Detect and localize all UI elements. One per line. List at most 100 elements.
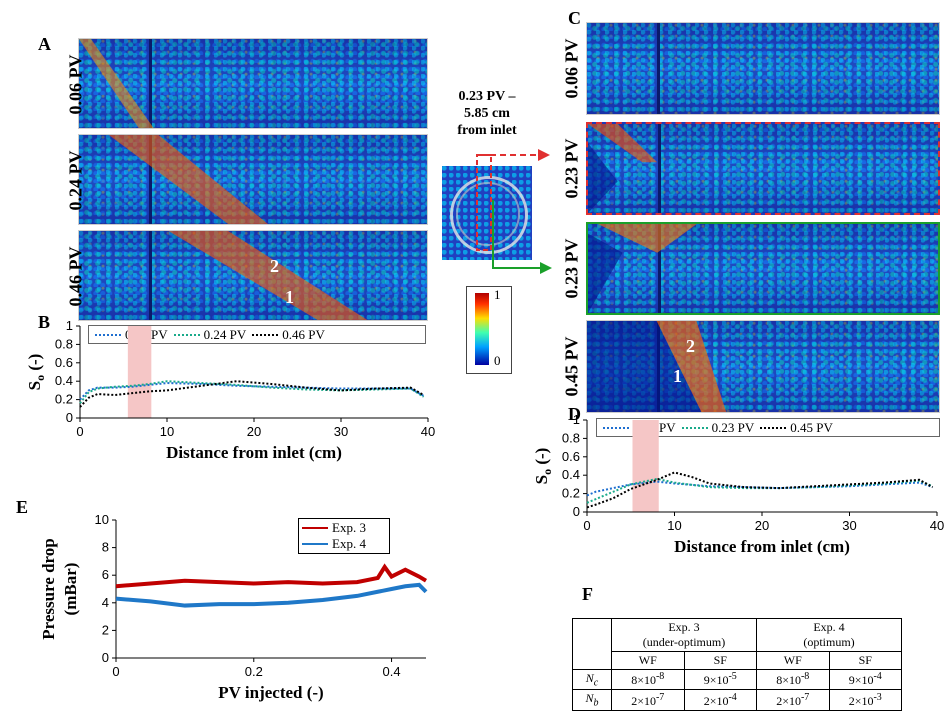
ct-image-c1 xyxy=(586,22,940,115)
legend-b-label-3: 0.46 PV xyxy=(282,326,325,342)
table-f-row-label-nb: Nb xyxy=(572,689,612,711)
x-tick-label: 0 xyxy=(583,518,590,533)
inset-line3: from inlet xyxy=(457,123,517,138)
table-cell: 2×10-7 xyxy=(756,689,830,711)
y-tick-label: 6 xyxy=(102,567,109,582)
legend-d-swatch-2 xyxy=(681,426,708,429)
y-tick-label: 4 xyxy=(102,595,109,610)
legend-b-swatch-1 xyxy=(95,333,121,336)
table-cell: 2×10-3 xyxy=(828,689,902,711)
nb-sub: b xyxy=(593,697,599,709)
x-tick-label: 30 xyxy=(334,424,348,439)
cell-mantissa: 8×10 xyxy=(631,673,656,688)
cell-exp: -5 xyxy=(728,671,737,683)
y-tick-label: 0.4 xyxy=(55,373,73,388)
legend-e: Exp. 3 Exp. 4 xyxy=(298,518,390,554)
front-mark-1-a: 1 xyxy=(285,287,294,307)
inset-line1: 0.23 PV – xyxy=(458,89,516,104)
table-f-head-exp3: Exp. 3 (under-optimum) xyxy=(611,618,757,652)
y-axis-label: So (-) xyxy=(25,354,47,391)
cell-exp: -7 xyxy=(655,691,665,703)
table-cell: 9×10-4 xyxy=(828,668,902,691)
inset-caption: 0.23 PV – 5.85 cm from inlet xyxy=(432,88,542,139)
table-cell: 2×10-7 xyxy=(611,689,685,711)
cell-mantissa: 8×10 xyxy=(776,673,801,688)
label-f: F xyxy=(582,584,593,604)
red-arrow-head xyxy=(538,149,550,161)
x-tick-label: 40 xyxy=(930,518,944,533)
cell-mantissa: 9×10 xyxy=(703,673,729,688)
y-label-symbol: S xyxy=(25,381,44,390)
table-f-h-sf3: SF xyxy=(683,651,757,670)
y-tick-label: 0.2 xyxy=(562,486,580,501)
y-tick-label: 1 xyxy=(573,412,580,427)
x-tick-label: 10 xyxy=(667,518,681,533)
y-tick-label: 0.8 xyxy=(562,430,580,445)
x-tick-label: 0 xyxy=(76,424,83,439)
front-mark-2-a: 2 xyxy=(270,256,279,276)
cell-mantissa: 2×10 xyxy=(776,693,801,708)
nc-symbol: N xyxy=(585,671,594,685)
colorbar: 1 0 xyxy=(466,286,512,374)
legend-e-swatch-1 xyxy=(302,527,328,529)
legend-b-label-2: 0.24 PV xyxy=(203,326,247,342)
ct-image-c3 xyxy=(586,222,940,315)
x-tick-label: 20 xyxy=(755,518,769,533)
y-axis-label: So (-) xyxy=(532,448,554,485)
ct-image-c4 xyxy=(586,320,940,413)
table-f-head-row2: WF SF WF SF xyxy=(573,651,902,670)
table-f-head-exp4-title: Exp. 4 xyxy=(813,620,845,634)
table-cell: 8×10-8 xyxy=(611,668,685,691)
x-tick-label: 10 xyxy=(160,424,174,439)
cell-exp: -8 xyxy=(800,671,810,683)
legend-e-swatch-2 xyxy=(302,543,328,545)
label-b: B xyxy=(38,312,51,332)
cell-exp: -7 xyxy=(800,691,810,703)
front-mark-2-c: 2 xyxy=(686,336,695,356)
cell-exp: -4 xyxy=(873,671,882,683)
legend-e-item-2: Exp. 4 xyxy=(302,536,386,552)
colorbar-gradient xyxy=(475,293,489,365)
table-f-h-sf4: SF xyxy=(828,651,902,670)
cell-exp: -4 xyxy=(728,691,737,703)
series-line-2 xyxy=(79,380,425,404)
table-f: Exp. 3 (under-optimum) Exp. 4 (optimum) … xyxy=(572,618,902,711)
x-tick-label: 40 xyxy=(421,424,435,439)
legend-b-swatch-2 xyxy=(173,333,200,336)
table-f-h-wf3: WF xyxy=(611,651,685,670)
cell-exp: -8 xyxy=(655,671,665,683)
nc-sub: c xyxy=(593,677,599,689)
legend-d-item-2: 0.23 PV xyxy=(681,420,754,436)
legend-d-swatch-1 xyxy=(603,426,629,429)
table-f-h-wf4: WF xyxy=(756,651,830,670)
shaded-region xyxy=(127,326,152,418)
legend-b-swatch-3 xyxy=(252,333,279,336)
cell-mantissa: 2×10 xyxy=(703,693,729,708)
legend-e-label-1: Exp. 3 xyxy=(332,520,366,535)
x-tick-label: 20 xyxy=(247,424,261,439)
x-tick-label: 0.2 xyxy=(245,664,263,679)
y-label-symbol: S xyxy=(532,475,551,484)
y-label-subscript: o xyxy=(540,469,554,475)
label-a: A xyxy=(38,34,51,54)
legend-e-item-1: Exp. 3 xyxy=(302,520,386,536)
y-tick-label: 1 xyxy=(66,318,73,333)
legend-b-item-3: 0.46 PV xyxy=(252,327,325,343)
y-tick-label: 0 xyxy=(102,650,109,665)
table-f-head-exp3-title: Exp. 3 xyxy=(668,620,700,634)
x-tick-label: 30 xyxy=(842,518,856,533)
y-tick-label: 2 xyxy=(102,622,109,637)
nb-symbol: N xyxy=(585,691,594,706)
ct-image-a2 xyxy=(78,134,428,225)
y-tick-label: 8 xyxy=(102,540,109,555)
table-f-head-row1: Exp. 3 (under-optimum) Exp. 4 (optimum) xyxy=(572,618,902,670)
y-tick-label: 0 xyxy=(573,504,580,519)
y-tick-label: 0.4 xyxy=(562,467,580,482)
table-row: Nc 8×10-8 9×10-5 8×10-8 9×10-4 xyxy=(572,668,902,691)
front-mark-1-c: 1 xyxy=(673,366,682,386)
cell-mantissa: 9×10 xyxy=(848,673,874,688)
label-d: D xyxy=(568,404,581,424)
series-line-2 xyxy=(115,582,428,608)
